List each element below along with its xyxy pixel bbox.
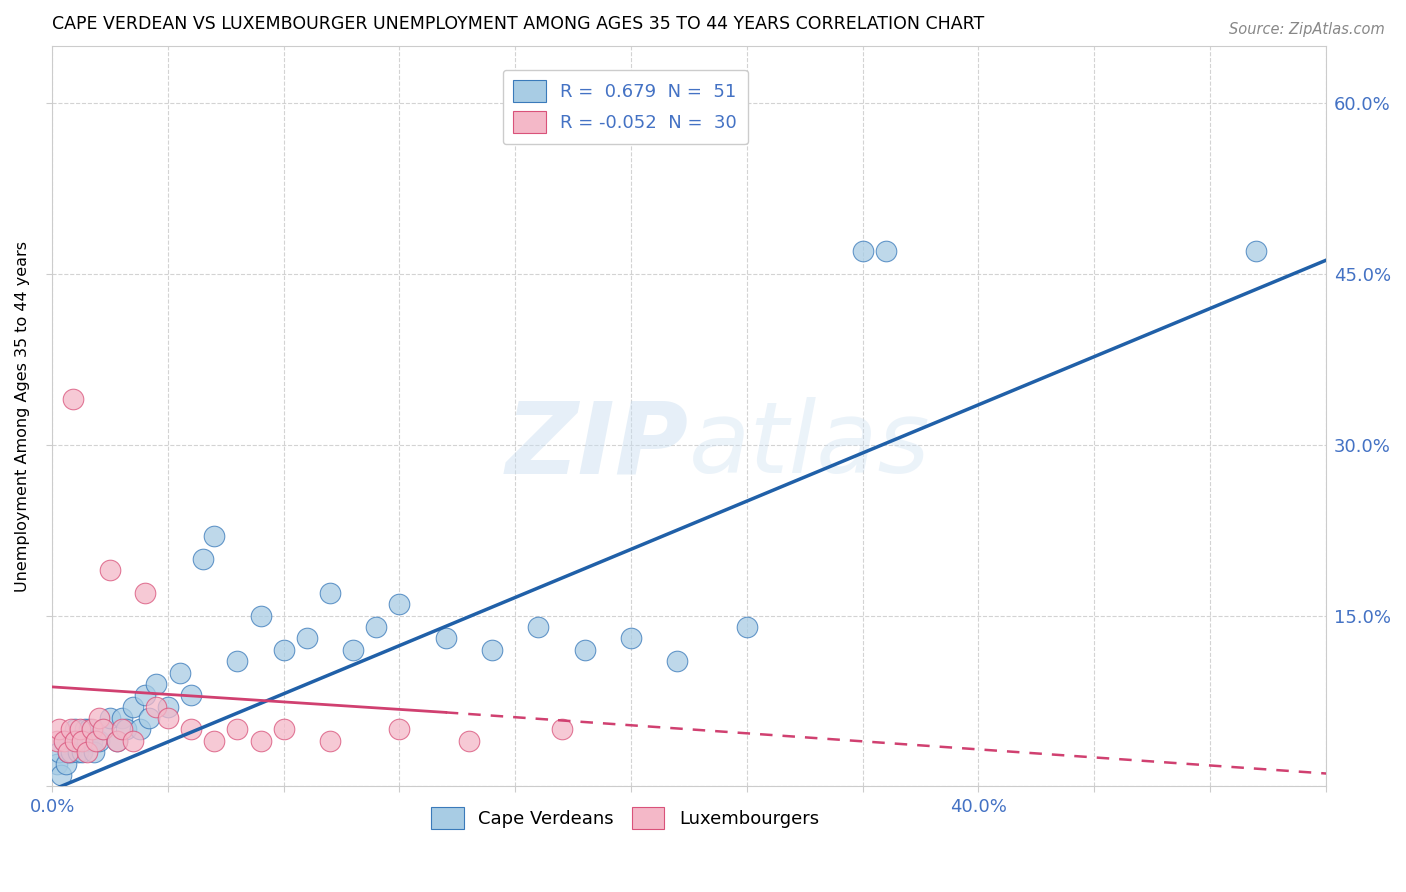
Text: CAPE VERDEAN VS LUXEMBOURGER UNEMPLOYMENT AMONG AGES 35 TO 44 YEARS CORRELATION : CAPE VERDEAN VS LUXEMBOURGER UNEMPLOYMEN… [52, 15, 984, 33]
Point [48, 745, 70, 759]
Point [55, 756, 77, 771]
Point [249, 734, 271, 748]
Point [156, 699, 179, 714]
Point [156, 711, 179, 725]
Point [72, 745, 94, 759]
Point [273, 723, 295, 737]
Point [84, 734, 107, 748]
Point [366, 620, 388, 634]
Point [115, 723, 138, 737]
Point [98, 711, 121, 725]
Point [122, 734, 145, 748]
Point [129, 723, 152, 737]
Point [226, 723, 249, 737]
Text: Source: ZipAtlas.com: Source: ZipAtlas.com [1229, 22, 1385, 37]
Point [620, 632, 643, 646]
Point [134, 585, 156, 599]
Point [481, 642, 503, 657]
Point [202, 529, 225, 543]
Point [59, 745, 82, 759]
Point [91, 723, 114, 737]
Point [98, 563, 121, 577]
Point [73, 723, 96, 737]
Point [62, 734, 84, 748]
Text: atlas: atlas [689, 397, 931, 494]
Point [226, 654, 249, 668]
Point [666, 654, 689, 668]
Point [105, 734, 128, 748]
Point [851, 244, 873, 258]
Point [458, 734, 481, 748]
Point [69, 723, 91, 737]
Point [66, 745, 89, 759]
Point [51, 768, 73, 782]
Point [180, 688, 202, 702]
Point [45, 734, 67, 748]
Point [122, 699, 145, 714]
Point [72, 734, 94, 748]
Point [202, 734, 225, 748]
Point [80, 734, 103, 748]
Point [65, 723, 87, 737]
Point [58, 745, 80, 759]
Point [145, 677, 167, 691]
Point [59, 723, 82, 737]
Point [52, 734, 75, 748]
Point [1244, 244, 1267, 258]
Point [65, 734, 87, 748]
Point [191, 551, 214, 566]
Point [62, 392, 84, 406]
Point [134, 688, 156, 702]
Point [875, 244, 897, 258]
Point [342, 642, 364, 657]
Point [48, 723, 70, 737]
Point [169, 665, 191, 680]
Point [319, 585, 342, 599]
Point [111, 723, 134, 737]
Point [76, 745, 98, 759]
Point [111, 711, 134, 725]
Point [145, 699, 167, 714]
Point [388, 597, 411, 611]
Point [69, 734, 91, 748]
Point [527, 620, 550, 634]
Point [52, 734, 75, 748]
Point [58, 745, 80, 759]
Point [77, 723, 100, 737]
Point [45, 756, 67, 771]
Y-axis label: Unemployment Among Ages 35 to 44 years: Unemployment Among Ages 35 to 44 years [15, 241, 30, 591]
Legend: Cape Verdeans, Luxembourgers: Cape Verdeans, Luxembourgers [425, 800, 827, 837]
Point [76, 734, 98, 748]
Point [91, 723, 114, 737]
Text: ZIP: ZIP [506, 397, 689, 494]
Point [138, 711, 160, 725]
Point [388, 723, 411, 737]
Point [434, 632, 457, 646]
Point [180, 723, 202, 737]
Point [87, 734, 110, 748]
Point [574, 642, 596, 657]
Point [83, 745, 105, 759]
Point [550, 723, 572, 737]
Point [273, 642, 295, 657]
Point [295, 632, 318, 646]
Point [249, 608, 271, 623]
Point [105, 734, 128, 748]
Point [80, 723, 103, 737]
Point [735, 620, 758, 634]
Point [319, 734, 342, 748]
Point [87, 711, 110, 725]
